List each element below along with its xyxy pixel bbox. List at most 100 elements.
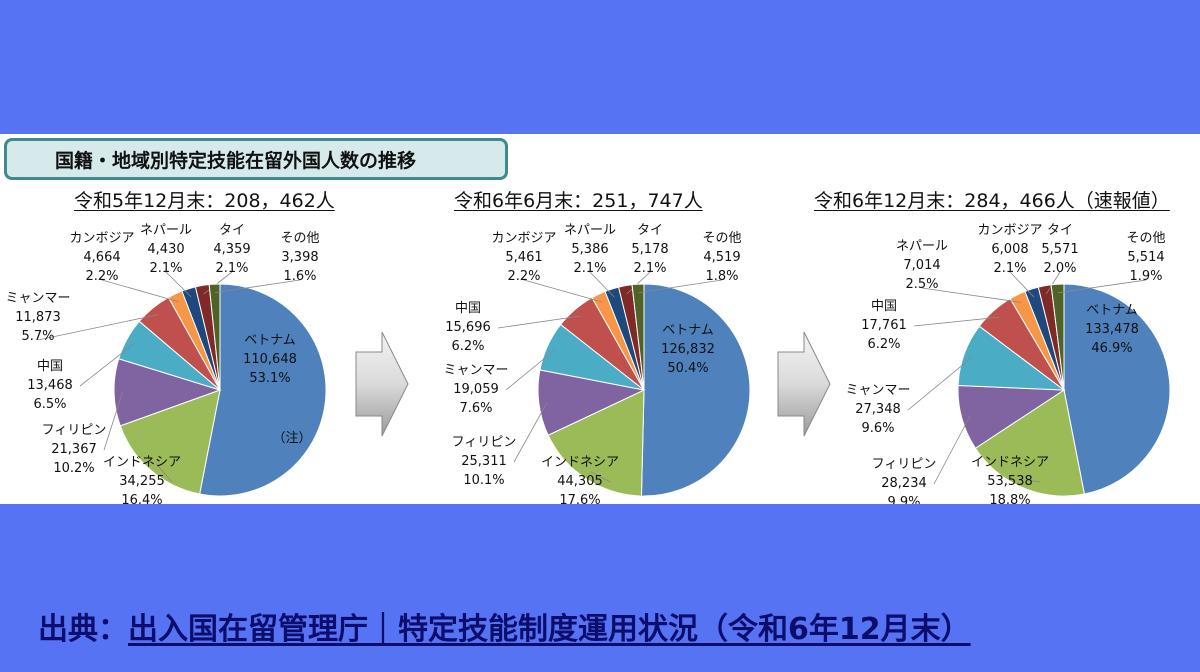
slice-value-label: 27,348 [855,402,901,417]
leader-line [165,271,192,298]
slice-value-label: 4,664 [83,250,120,265]
slice-percent-label: 2.1% [149,261,182,276]
slice-value-label: 3,398 [281,250,318,265]
slice-percent-label: 7.6% [459,401,492,416]
source-link[interactable]: 出入国在留管理庁｜特定技能制度運用状況（令和6年12月末） [128,612,971,647]
slice-percent-label: 2.1% [573,261,606,276]
slice-percent-label: 46.9% [1091,341,1132,356]
period-title-2: 令和6年6月末：251，747人 [454,190,703,212]
slice-value-label: 126,832 [661,342,715,357]
slice-percent-label: 2.2% [507,269,540,284]
slice-value-label: 7,014 [903,258,940,273]
slice-percent-label: 1.6% [283,269,316,284]
slice-label: フィリピン [872,457,937,472]
slice-percent-label: 2.5% [905,277,938,292]
leader-line [505,349,556,391]
slice-value-label: 5,461 [505,250,542,265]
slice-value-label: 21,367 [51,442,97,457]
pie-slice [199,283,327,497]
slice-label: その他 [280,231,319,246]
slice-value-label: 53,538 [987,474,1033,489]
slice-label: タイ [637,223,663,238]
slice-label: フィリピン [42,423,107,438]
slice-value-label: 4,359 [213,242,250,257]
slice-label: ミャンマー [443,363,508,378]
slice-percent-label: 53.1% [249,371,290,386]
slice-value-label: 28,234 [881,476,927,491]
slice-label: フィリピン [452,435,517,450]
pie-slice [631,283,645,391]
slice-label: カンボジア [491,231,556,246]
pie-slice [547,389,645,497]
slice-label: タイ [219,223,245,238]
pie-charts: ベトナム 110,648 53.1% （注） インドネシア 34,255 16.4% フィリピ… [5,223,1171,504]
source-prefix: 出典： [38,612,128,647]
slice-label: ネパール [896,239,948,254]
leader-line [933,415,971,485]
slice-value-label: 44,305 [557,474,603,489]
slice-value-label: 13,468 [27,378,73,393]
leader-line [203,271,233,295]
leader-line [1045,271,1061,295]
pie-slice [208,283,221,391]
leader-line [37,314,159,341]
slice-label: 中国 [455,301,481,316]
slice-note: （注） [272,431,311,446]
slice-label: その他 [1126,231,1165,246]
slice-percent-label: 9.6% [861,421,894,436]
slice-label: インドネシア [541,455,619,470]
arrow-right-icon [777,331,831,437]
leader-line [590,471,611,483]
slice-value-label: 5,571 [1041,242,1078,257]
slice-label: インドネシア [971,455,1049,470]
slice-label: カンボジア [977,223,1042,238]
slice-value-label: 5,514 [1127,250,1164,265]
slice-percent-label: 10.1% [463,473,504,488]
slice-label: ベトナム [1086,303,1138,318]
slice-label: タイ [1047,223,1073,238]
slice-percent-label: 6.5% [33,397,66,412]
leader-line [626,271,651,295]
slice-percent-label: 2.1% [993,261,1026,276]
leader-line [103,392,123,451]
slice-percent-label: 17.6% [559,493,600,504]
arrow-right-icon [355,331,409,437]
slice-value-label: 17,761 [861,318,907,333]
slice-percent-label: 9.9% [887,495,920,504]
slice-percent-label: 2.1% [215,261,248,276]
slice-percent-label: 1.9% [1129,269,1162,284]
slice-value-label: 5,386 [571,242,608,257]
slice-percent-label: 2.2% [85,269,118,284]
slice-percent-label: 5.7% [21,329,54,344]
leader-line [1026,479,1041,483]
slice-value-label: 110,648 [243,352,297,367]
slice-label: ミャンマー [845,383,910,398]
slice-value-label: 5,178 [631,242,668,257]
leader-line [497,315,581,329]
slice-value-label: 15,696 [445,320,491,335]
leader-line [156,463,173,483]
pie-slice [640,283,751,497]
leader-line [913,316,1000,327]
slice-percent-label: 6.2% [451,339,484,354]
slice-label: 中国 [871,299,897,314]
slice-percent-label: 2.1% [633,261,666,276]
slice-percent-label: 10.2% [53,461,94,476]
slice-value-label: 6,008 [991,242,1028,257]
slice-label: ベトナム [662,323,714,338]
slice-percent-label: 50.4% [667,361,708,376]
slice-label: ネパール [564,223,616,238]
slice-value-label: 25,311 [461,454,507,469]
slice-value-label: 11,873 [15,310,61,325]
slice-label: 中国 [37,359,63,374]
leader-line [214,279,301,293]
slice-value-label: 34,255 [119,474,165,489]
slice-label: ミャンマー [5,291,70,306]
source-citation: 出典：出入国在留管理庁｜特定技能制度運用状況（令和6年12月末） [38,604,971,648]
slice-percent-label: 2.0% [1043,261,1076,276]
slice-label: カンボジア [69,231,134,246]
slice-label: その他 [702,231,741,246]
pie-slice [974,389,1085,497]
slice-percent-label: 6.2% [867,337,900,352]
leader-line [513,402,548,463]
